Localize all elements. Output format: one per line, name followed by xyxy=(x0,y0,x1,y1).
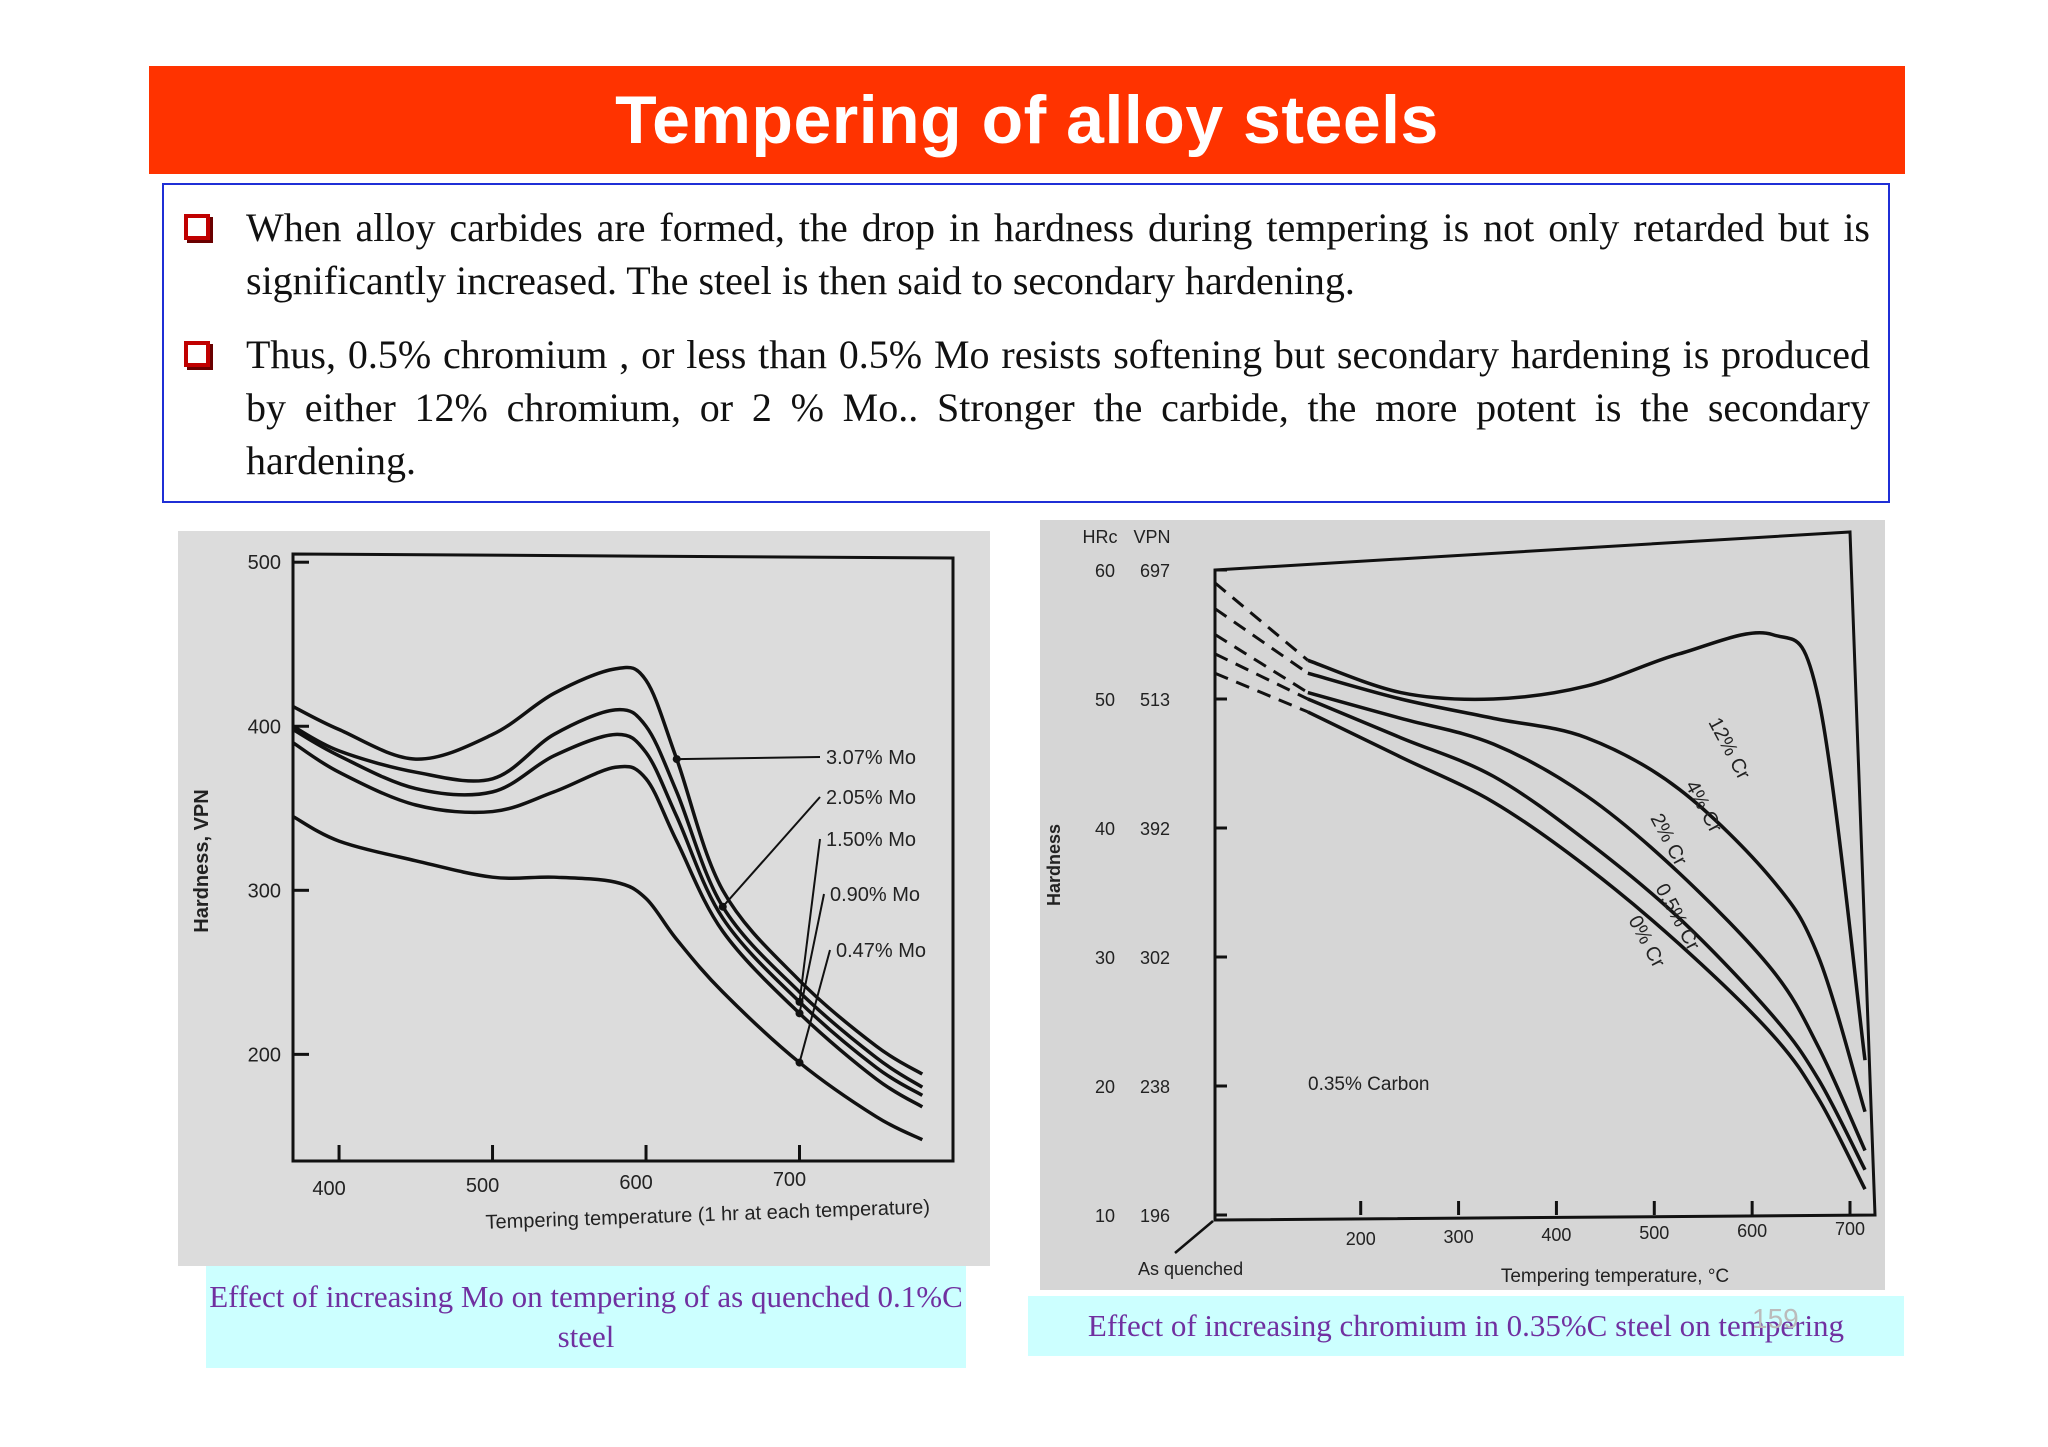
series-line xyxy=(292,665,924,1076)
as-quenched-dashed-segment xyxy=(1214,633,1309,694)
series-label: 12% Cr xyxy=(1704,714,1755,784)
title-bar: Tempering of alloy steels xyxy=(149,66,1905,174)
slide-title: Tempering of alloy steels xyxy=(615,82,1439,158)
series-line xyxy=(1307,631,1867,1061)
series-line xyxy=(1307,710,1867,1191)
mo-tempering-chart: 500 400 300 200 400 500 600 700 3.07% Mo 2.05% M… xyxy=(191,552,955,1234)
page-number: 159 xyxy=(1752,1303,1799,1334)
x-tick-label: 400 xyxy=(312,1178,345,1200)
series-line xyxy=(1307,690,1867,1152)
vpn-tick-label: 697 xyxy=(1140,561,1170,581)
checkbox-bullet-icon xyxy=(184,341,210,367)
vpn-scale-label: VPN xyxy=(1133,527,1170,547)
label-pointer-head xyxy=(672,755,681,764)
y-axis-label: Hardness xyxy=(1044,824,1064,906)
as-quenched-arrow xyxy=(1174,1220,1214,1254)
hrc-tick-label: 20 xyxy=(1095,1077,1115,1097)
vpn-tick-label: 302 xyxy=(1140,948,1170,968)
carbon-content-label: 0.35% Carbon xyxy=(1308,1074,1429,1095)
caption-right: Effect of increasing chromium in 0.35%C … xyxy=(1028,1296,1904,1356)
series-line xyxy=(292,741,924,1109)
label-pointer xyxy=(676,756,821,761)
y-tick-label: 200 xyxy=(248,1044,281,1066)
hrc-tick-label: 30 xyxy=(1095,948,1115,968)
series-label: 2% Cr xyxy=(1646,810,1692,870)
series-label: 0.47% Mo xyxy=(836,940,926,962)
hrc-tick-label: 40 xyxy=(1095,819,1115,839)
x-tick-label: 700 xyxy=(1835,1219,1865,1239)
vpn-tick-label: 238 xyxy=(1140,1077,1170,1097)
series-line xyxy=(1307,697,1867,1171)
series-label: 1.50% Mo xyxy=(826,829,916,851)
as-quenched-dashed-segment xyxy=(1214,671,1309,714)
series-line xyxy=(292,814,924,1142)
vpn-tick-label: 196 xyxy=(1140,1206,1170,1226)
bullet-item: Thus, 0.5% chromium , or less than 0.5% … xyxy=(184,328,1870,487)
y-tick-label: 400 xyxy=(248,716,281,738)
bullet-text-box: When alloy carbides are formed, the drop… xyxy=(162,183,1890,503)
series-label: 2.05% Mo xyxy=(826,787,916,809)
label-pointer-head xyxy=(795,1009,804,1018)
series-label: 0.90% Mo xyxy=(830,884,920,906)
x-tick-label: 300 xyxy=(1444,1227,1474,1247)
x-axis-label: Tempering temperature (1 hr at each temp… xyxy=(485,1196,930,1234)
as-quenched-label: As quenched xyxy=(1138,1259,1243,1279)
x-tick-label: 500 xyxy=(1639,1223,1669,1243)
y-tick-label: 500 xyxy=(248,552,281,574)
series-line xyxy=(292,728,924,1097)
series-label: 3.07% Mo xyxy=(826,747,916,769)
x-tick-label: 700 xyxy=(773,1169,806,1191)
as-quenched-dashed-segment xyxy=(1214,607,1309,675)
y-axis-label: Hardness, VPN xyxy=(191,789,213,932)
vpn-tick-label: 392 xyxy=(1140,819,1170,839)
series-line xyxy=(1307,671,1867,1113)
label-pointer-head xyxy=(795,1058,804,1067)
bullet-text: Thus, 0.5% chromium , or less than 0.5% … xyxy=(246,332,1870,483)
mo-tempering-figure: 500 400 300 200 400 500 600 700 3.07% Mo 2.05% M… xyxy=(178,531,990,1266)
caption-left: Effect of increasing Mo on tempering of … xyxy=(206,1266,966,1368)
as-quenched-dashed-segment xyxy=(1214,581,1309,662)
vpn-tick-label: 513 xyxy=(1140,690,1170,710)
bullet-text: When alloy carbides are formed, the drop… xyxy=(246,205,1870,303)
label-pointer xyxy=(798,949,831,1063)
x-tick-label: 200 xyxy=(1346,1229,1376,1249)
x-tick-label: 600 xyxy=(619,1172,652,1194)
series-label: 4% Cr xyxy=(1681,777,1727,837)
x-tick-label: 400 xyxy=(1541,1225,1571,1245)
cr-tempering-figure: 60 697 50 513 40 392 30 302 20 238 10 196 200 300 400 5… xyxy=(1040,520,1885,1290)
as-quenched-dashed-segment xyxy=(1214,652,1309,701)
plot-frame xyxy=(291,552,955,1163)
label-pointer xyxy=(798,893,825,1014)
label-pointer xyxy=(798,838,821,1002)
label-pointer-head xyxy=(718,902,727,911)
x-axis-label: Tempering temperature, °C xyxy=(1501,1266,1729,1287)
hrc-tick-label: 50 xyxy=(1095,690,1115,710)
bullet-item: When alloy carbides are formed, the drop… xyxy=(184,201,1870,307)
series-line xyxy=(292,707,924,1089)
hrc-tick-label: 10 xyxy=(1095,1206,1115,1226)
hrc-tick-label: 60 xyxy=(1095,561,1115,581)
hrc-scale-label: HRc xyxy=(1083,527,1118,547)
y-tick-label: 300 xyxy=(248,880,281,902)
plot-frame xyxy=(1213,530,1877,1222)
cr-tempering-chart: 60 697 50 513 40 392 30 302 20 238 10 196 200 300 400 5… xyxy=(1044,527,1877,1287)
x-tick-label: 600 xyxy=(1737,1221,1767,1241)
series-label: 0% Cr xyxy=(1624,912,1670,972)
checkbox-bullet-icon xyxy=(184,214,210,240)
x-tick-label: 500 xyxy=(466,1175,499,1197)
label-pointer xyxy=(722,796,821,908)
